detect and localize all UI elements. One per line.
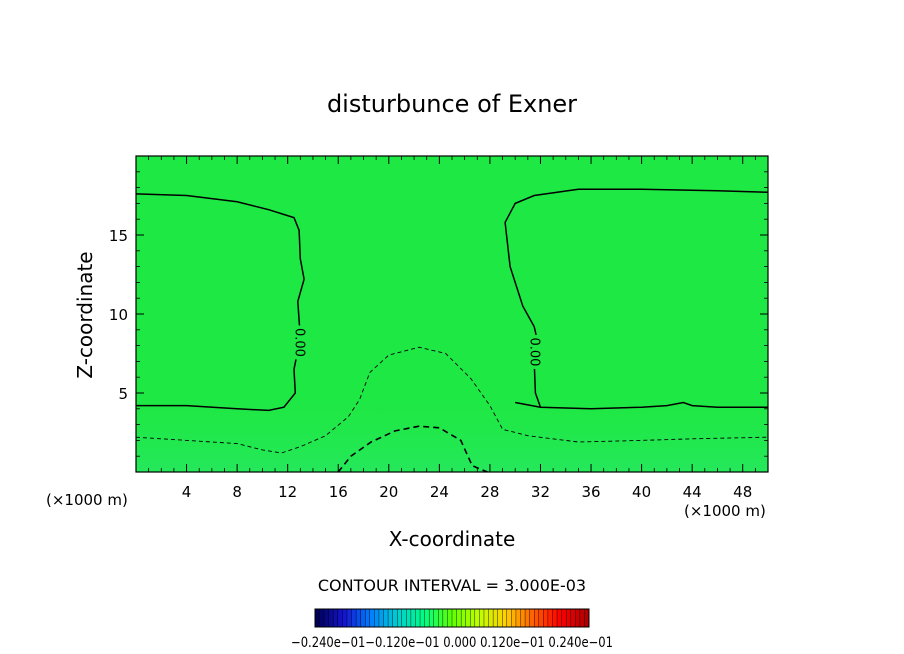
contour-label-bg-0 — [292, 325, 309, 360]
colorbar-cell-41 — [502, 608, 508, 628]
colorbar-cell-28 — [442, 608, 448, 628]
colorbar-cell-34 — [470, 608, 476, 628]
colorbar-cell-12 — [369, 608, 375, 628]
contour-label-1: 0.00 — [526, 337, 541, 366]
y-tick-label-15: 15 — [109, 227, 128, 245]
x-tick-label-48: 48 — [733, 483, 752, 501]
colorbar-cell-48 — [534, 608, 540, 628]
colorbar-cell-55 — [565, 608, 572, 628]
colorbar-cell-43 — [511, 608, 517, 628]
colorbar-cell-22 — [415, 608, 421, 628]
colorbar-cell-8 — [351, 608, 357, 628]
x-tick-label-24: 24 — [430, 483, 449, 501]
x-axis-unit-right: (×1000 m) — [684, 502, 766, 520]
colorbar-cell-42 — [506, 608, 512, 628]
colorbar-cell-7 — [346, 608, 353, 628]
colorbar-cell-5 — [337, 608, 343, 628]
x-axis-unit-left: (×1000 m) — [46, 491, 128, 509]
colorbar-cell-57 — [575, 608, 581, 628]
x-tick-label-16: 16 — [329, 483, 348, 501]
y-tick-label-5: 5 — [118, 385, 128, 403]
contour-label-group-1: 0.00 — [526, 334, 544, 369]
colorbar-cell-24 — [424, 608, 430, 628]
colorbar-cell-40 — [497, 608, 503, 628]
colorbar-cell-4 — [333, 608, 339, 628]
colorbar-cell-36 — [479, 608, 485, 628]
colorbar-cell-29 — [447, 608, 453, 628]
contour-line-2-0 — [337, 425, 488, 472]
colorbar-cell-33 — [465, 608, 471, 628]
x-tick-label-20: 20 — [379, 483, 398, 501]
colorbar-tick-labels: −0.240e−01−0.120e−01 0.000 0.120e−01 0.2… — [291, 635, 613, 651]
colorbar-cell-37 — [483, 608, 490, 628]
colorbar-cell-56 — [570, 608, 576, 628]
colorbar-cell-3 — [328, 608, 334, 628]
colorbar-cell-6 — [342, 608, 348, 628]
colorbar-frame — [314, 608, 590, 628]
x-tick-label-12: 12 — [278, 483, 297, 501]
colorbar-cell-52 — [552, 608, 558, 628]
colorbar-cell-18 — [397, 608, 403, 628]
x-tick-label-36: 36 — [581, 483, 600, 501]
colorbar-cell-15 — [383, 608, 389, 628]
colorbar-cell-10 — [360, 608, 366, 628]
colorbar-cell-13 — [374, 608, 380, 628]
colorbar-cell-38 — [488, 608, 494, 628]
colorbar-cell-35 — [474, 608, 480, 628]
colorbar-cell-32 — [460, 608, 467, 628]
contour-line-0-0 — [136, 193, 305, 412]
y-axis-label: Z-coordinate — [73, 251, 97, 378]
contour-label-0: 0.00 — [291, 328, 306, 357]
x-tick-label-32: 32 — [531, 483, 550, 501]
x-tick-label-4: 4 — [182, 483, 192, 501]
chart-title: disturbunce of Exner — [327, 90, 577, 118]
colorbar-cell-39 — [492, 608, 499, 628]
colorbar-cell-21 — [410, 608, 416, 628]
colorbar-cell-26 — [433, 608, 439, 628]
colorbar-cell-20 — [406, 608, 412, 628]
contour-label-group-0: 0.00 — [291, 325, 309, 360]
colorbar-cell-44 — [515, 608, 522, 628]
colorbar-cell-54 — [561, 608, 567, 628]
colorbar-cell-51 — [547, 608, 553, 628]
x-tick-label-8: 8 — [232, 483, 242, 501]
colorbar-cell-23 — [419, 608, 426, 628]
contour-interval-label: CONTOUR INTERVAL = 3.000E-03 — [318, 576, 586, 595]
colorbar-cell-53 — [556, 608, 563, 628]
field-low-center — [287, 321, 551, 472]
contour-label-bg-1 — [527, 334, 544, 369]
colorbar-cell-49 — [538, 608, 544, 628]
colorbar-cell-17 — [392, 608, 398, 628]
x-tick-label-28: 28 — [480, 483, 499, 501]
x-axis-label: X-coordinate — [389, 527, 516, 551]
plot-area: 0.00 0.00 — [136, 156, 768, 472]
colorbar — [314, 608, 590, 628]
contour-lines: 0.00 0.00 — [136, 188, 768, 472]
colorbar-cell-50 — [543, 608, 549, 628]
colorbar-cell-1 — [319, 608, 325, 628]
colorbar-cell-27 — [438, 608, 444, 628]
colorbar-cell-11 — [365, 608, 371, 628]
colorbar-cell-16 — [387, 608, 394, 628]
x-tick-label-40: 40 — [632, 483, 651, 501]
colorbar-cell-31 — [456, 608, 462, 628]
y-tick-label-10: 10 — [109, 306, 128, 324]
colorbar-cell-58 — [579, 608, 585, 628]
colorbar-cell-25 — [428, 608, 435, 628]
colorbar-cell-0 — [314, 608, 321, 628]
colorbar-cell-45 — [520, 608, 526, 628]
colorbar-cell-46 — [524, 608, 531, 628]
colorbar-cell-47 — [529, 608, 535, 628]
colorbar-cell-9 — [355, 608, 362, 628]
x-tick-label-44: 44 — [683, 483, 702, 501]
colorbar-cell-14 — [378, 608, 384, 628]
contour-line-0-1 — [515, 401, 768, 410]
colorbar-cell-2 — [323, 608, 330, 628]
colorbar-cell-30 — [451, 608, 458, 628]
contour-line-1-0 — [136, 346, 768, 454]
colorbar-cell-19 — [401, 608, 407, 628]
